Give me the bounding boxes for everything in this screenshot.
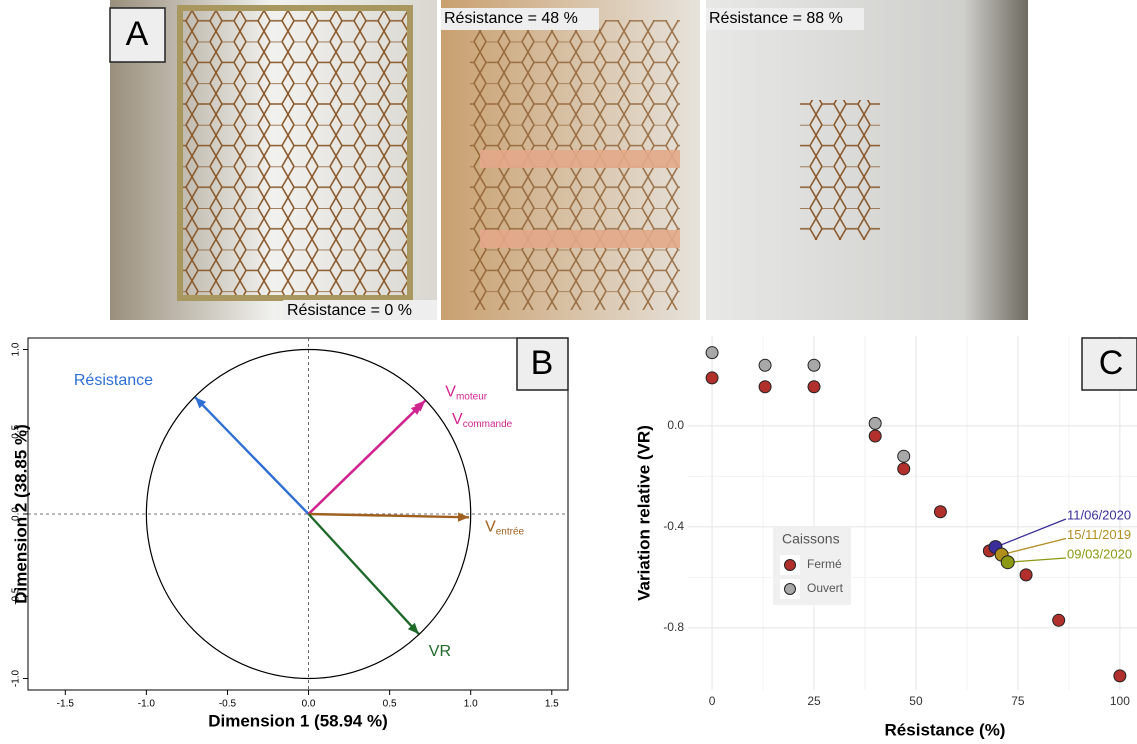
point: [1052, 613, 1066, 627]
y-tick-label: -0.4: [663, 519, 684, 533]
y-axis-title: Dimension 2 (38.85 %): [11, 424, 30, 604]
point: [897, 462, 911, 476]
annotated-point: [1000, 555, 1015, 570]
y-tick-label: -0.5: [11, 587, 22, 605]
vector-arrow: [307, 402, 423, 515]
panel-label: A: [126, 15, 149, 53]
photo-detail: [177, 5, 413, 301]
vector-label: Résistance: [74, 372, 153, 389]
y-tick-label: 0.5: [11, 424, 22, 438]
photo-caption: Résistance = 48 %: [444, 10, 578, 27]
vector-name: V: [485, 519, 496, 536]
legend-title: Caissons: [782, 531, 840, 547]
vector-name: Résistance: [74, 372, 153, 389]
photo-caption: Résistance = 0 %: [287, 302, 412, 319]
x-tick-label: 1.0: [464, 699, 478, 710]
point: [868, 416, 882, 430]
arrow-head: [457, 512, 470, 522]
vector-label: VR: [429, 643, 451, 660]
scatter-panel: 0 25 50 75 100 -0.8 -0.4 0.0 Résistance (%) Varia…: [634, 336, 1137, 739]
y-tick-label: 0.0: [11, 507, 22, 521]
panel-label-box: [1081, 337, 1137, 391]
legend-label: Fermé: [807, 557, 842, 571]
legend-marker: [784, 583, 796, 595]
caption-box: [706, 8, 864, 30]
x-tick-label: 0: [709, 694, 716, 708]
arrow-head: [407, 622, 419, 635]
photo-caption: Résistance = 88 %: [709, 10, 843, 27]
vector-arrow: [307, 513, 420, 635]
y-tick-label: 0.0: [667, 418, 684, 432]
x-tick-label: 100: [1110, 694, 1130, 708]
panel-label: B: [531, 344, 554, 382]
point: [1019, 568, 1033, 582]
vector-subscript: entrée: [496, 526, 525, 537]
x-tick-label: -1.0: [138, 699, 156, 710]
x-tick-label: -1.5: [57, 699, 75, 710]
point: [807, 358, 821, 372]
vector-subscript: commande: [463, 418, 513, 429]
annotation-leader: [995, 518, 1067, 548]
y-axis-title: Variation relative (VR): [634, 425, 653, 601]
vector-label: Vmoteur: [445, 384, 487, 402]
photo-panel: A Résistance = 0 % Résistance = 48 % Rés…: [109, 0, 1028, 320]
vector-name: V: [445, 384, 456, 401]
point: [1113, 669, 1127, 683]
panel-label-box: [109, 7, 166, 63]
unit-circle: [145, 348, 472, 680]
annotation-label: 15/11/2019: [1067, 527, 1131, 542]
x-tick-label: 25: [807, 694, 821, 708]
vector-subscript: moteur: [456, 391, 488, 402]
legend-marker: [784, 559, 796, 571]
point: [807, 380, 821, 394]
x-axis-title: Résistance (%): [885, 720, 1006, 739]
annotation-label: 11/06/2020: [1067, 507, 1131, 522]
point: [758, 380, 772, 394]
photo-detail: [480, 230, 680, 248]
y-tick-label: -1.0: [11, 669, 22, 687]
x-tick-label: 1.5: [545, 699, 559, 710]
vector-arrow: [194, 396, 310, 515]
photo-detail: [800, 100, 880, 240]
photo-detail: [480, 150, 680, 168]
annotation-label: 09/03/2020: [1067, 546, 1132, 561]
panel-label: C: [1099, 344, 1124, 382]
arrow-head: [410, 403, 423, 415]
point: [933, 505, 947, 519]
vector-arrow: [308, 512, 470, 519]
caption-box: [441, 8, 599, 30]
x-tick-label: 50: [909, 694, 923, 708]
point: [897, 449, 911, 463]
x-axis-title: Dimension 1 (58.94 %): [208, 711, 388, 730]
vector-label: Ventrée: [485, 519, 524, 537]
x-tick-label: 0.5: [383, 699, 397, 710]
caption-box: [283, 300, 437, 320]
point: [705, 371, 719, 385]
point: [705, 346, 719, 360]
pca-panel: -1.5 -1.0 -0.5 0.0 0.5 1.0 1.5 -1.0 -0.5 0.0 0.5 1.…: [11, 337, 569, 730]
panel-label-box: [516, 337, 569, 391]
arrow-head: [195, 397, 207, 409]
y-tick-label: 1.0: [11, 342, 22, 356]
x-tick-label: 75: [1011, 694, 1025, 708]
point: [868, 429, 882, 443]
x-tick-label: 0.0: [302, 699, 316, 710]
legend-label: Ouvert: [807, 581, 844, 595]
x-tick-label: -0.5: [219, 699, 237, 710]
annotation-leader: [1007, 557, 1067, 563]
vector-name: VR: [429, 643, 451, 660]
vector-name: V: [452, 411, 463, 428]
point: [758, 358, 772, 372]
vector-label: Vcommande: [452, 411, 513, 429]
y-tick-label: -0.8: [663, 620, 684, 634]
annotation-leader: [1001, 537, 1067, 556]
